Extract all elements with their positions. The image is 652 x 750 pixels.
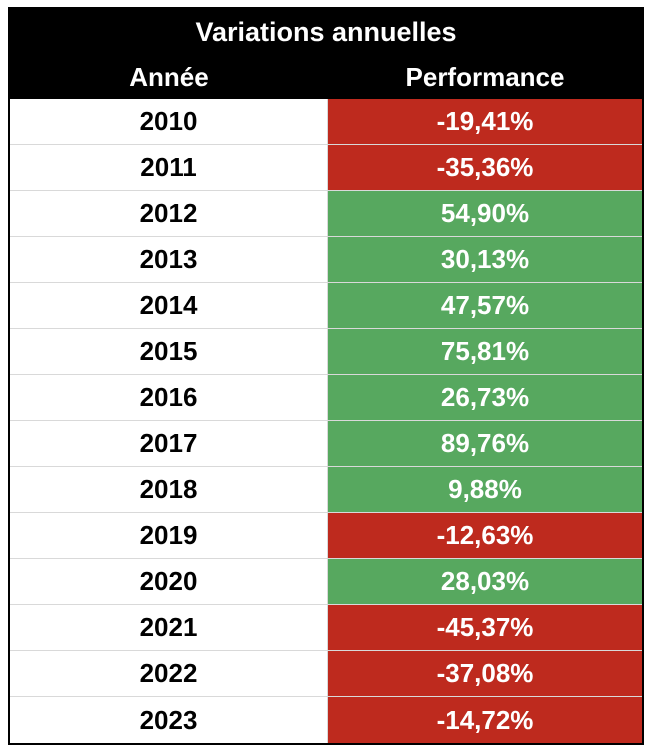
- performance-cell[interactable]: 28,03%: [328, 559, 642, 604]
- table-row: 2010 -19,41%: [10, 99, 642, 145]
- year-cell[interactable]: 2021: [10, 605, 328, 650]
- performance-cell[interactable]: 47,57%: [328, 283, 642, 328]
- year-cell[interactable]: 2013: [10, 237, 328, 282]
- table-row: 2018 9,88%: [10, 467, 642, 513]
- table-body: 2010 -19,41% 2011 -35,36% 2012 54,90% 2013 30,1…: [10, 99, 642, 743]
- table-row: 2017 89,76%: [10, 421, 642, 467]
- year-cell[interactable]: 2022: [10, 651, 328, 696]
- performance-cell[interactable]: 75,81%: [328, 329, 642, 374]
- table-row: 2012 54,90%: [10, 191, 642, 237]
- table-row: 2014 47,57%: [10, 283, 642, 329]
- performance-cell[interactable]: 9,88%: [328, 467, 642, 512]
- year-cell[interactable]: 2010: [10, 99, 328, 144]
- table-row: 2020 28,03%: [10, 559, 642, 605]
- table-title: Variations annuelles: [195, 16, 457, 47]
- header-row: Année Performance: [10, 55, 642, 99]
- table-row: 2013 30,13%: [10, 237, 642, 283]
- year-cell[interactable]: 2017: [10, 421, 328, 466]
- table-row: 2019 -12,63%: [10, 513, 642, 559]
- header-performance: Performance: [405, 61, 565, 92]
- year-cell[interactable]: 2015: [10, 329, 328, 374]
- performance-cell[interactable]: -12,63%: [328, 513, 642, 558]
- header-year: Année: [129, 61, 209, 92]
- year-cell[interactable]: 2011: [10, 145, 328, 190]
- table-row: 2016 26,73%: [10, 375, 642, 421]
- performance-cell[interactable]: -19,41%: [328, 99, 642, 144]
- year-cell[interactable]: 2016: [10, 375, 328, 420]
- performance-cell[interactable]: 89,76%: [328, 421, 642, 466]
- performance-cell[interactable]: 30,13%: [328, 237, 642, 282]
- table-row: 2015 75,81%: [10, 329, 642, 375]
- table-row: 2023 -14,72%: [10, 697, 642, 743]
- performance-cell[interactable]: -45,37%: [328, 605, 642, 650]
- performance-cell[interactable]: -35,36%: [328, 145, 642, 190]
- performance-cell[interactable]: -14,72%: [328, 697, 642, 743]
- performance-table: Variations annuelles Année Performance 2…: [8, 7, 644, 745]
- table-row: 2021 -45,37%: [10, 605, 642, 651]
- year-cell[interactable]: 2019: [10, 513, 328, 558]
- year-cell[interactable]: 2020: [10, 559, 328, 604]
- year-cell[interactable]: 2023: [10, 697, 328, 743]
- table-row: 2022 -37,08%: [10, 651, 642, 697]
- year-cell[interactable]: 2012: [10, 191, 328, 236]
- year-cell[interactable]: 2014: [10, 283, 328, 328]
- performance-cell[interactable]: 54,90%: [328, 191, 642, 236]
- performance-cell[interactable]: -37,08%: [328, 651, 642, 696]
- table-row: 2011 -35,36%: [10, 145, 642, 191]
- year-cell[interactable]: 2018: [10, 467, 328, 512]
- performance-cell[interactable]: 26,73%: [328, 375, 642, 420]
